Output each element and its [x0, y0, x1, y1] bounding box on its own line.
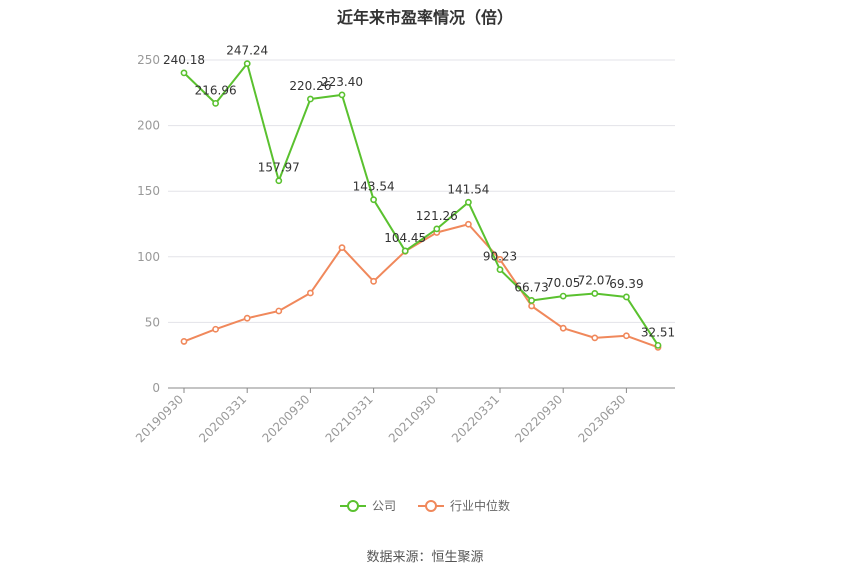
y-tick-label-250: 250 [137, 53, 160, 67]
series-0-point-2 [243, 60, 251, 68]
series-0-point-5 [338, 91, 346, 99]
x-tick-label-20200331: 20200331 [196, 392, 249, 445]
legend-swatch-industry-median [418, 499, 444, 513]
series-0-point-10 [496, 266, 504, 274]
series-layer [180, 60, 662, 351]
legend-label-company: 公司 [371, 499, 396, 513]
y-tick-label-200: 200 [137, 119, 160, 133]
x-tick-label-20210930: 20210930 [386, 392, 439, 445]
y-tick-label-100: 100 [137, 250, 160, 264]
series-1-point-2 [243, 314, 251, 322]
data-label-10: 90.23 [483, 250, 517, 264]
series-0-point-3 [275, 177, 283, 185]
legend: 公司 行业中位数 [0, 497, 850, 514]
series-0-point-4 [306, 95, 314, 103]
data-label-5: 223.40 [321, 75, 363, 89]
data-label-2: 247.24 [226, 44, 268, 58]
data-label-4: 220.26 [289, 79, 331, 93]
series-1-point-6 [370, 277, 377, 285]
series-0-point-0 [180, 69, 188, 77]
y-tick-label-150: 150 [137, 184, 160, 198]
grid-layer [168, 59, 675, 323]
data-label-11: 66.73 [514, 280, 548, 294]
x-tick-label-20220331: 20220331 [449, 392, 502, 445]
series-1-point-14 [623, 332, 630, 340]
x-tick-label-20200930: 20200930 [259, 392, 312, 445]
series-1-point-0 [180, 338, 188, 345]
series-1-point-9 [464, 220, 472, 228]
y-tick-label-50: 50 [145, 315, 160, 329]
data-label-12: 70.05 [546, 276, 580, 290]
data-label-8: 121.26 [416, 209, 458, 223]
y-tick-label-0: 0 [152, 381, 160, 395]
legend-label-industry-median: 行业中位数 [450, 499, 511, 513]
series-1-point-12 [559, 324, 567, 332]
x-tick-label-20210331: 20210331 [323, 392, 376, 445]
x-tick-label-20190930: 20190930 [133, 392, 186, 445]
data-label-7: 104.45 [384, 231, 426, 245]
series-1-point-4 [306, 289, 314, 297]
data-label-0: 240.18 [163, 53, 205, 67]
series-0-point-15 [654, 341, 662, 349]
data-label-1: 216.96 [195, 83, 237, 97]
chart-title: 近年来市盈率情况（倍） [336, 8, 513, 27]
data-label-9: 141.54 [447, 182, 489, 196]
data-label-3: 157.97 [258, 161, 300, 175]
series-line-1 [183, 223, 659, 349]
series-1-point-11 [528, 302, 535, 310]
data-label-14: 69.39 [609, 277, 643, 291]
series-1-point-1 [212, 325, 219, 333]
series-line-0 [183, 62, 659, 346]
legend-item-industry-median[interactable]: 行业中位数 [418, 497, 510, 514]
series-0-point-7 [401, 247, 409, 255]
series-1-point-13 [591, 334, 599, 342]
source-note: 数据来源：恒生聚源 [366, 550, 484, 565]
series-0-point-9 [464, 198, 472, 206]
x-tick-label-20220930: 20220930 [512, 392, 565, 445]
series-1-point-5 [338, 244, 346, 252]
series-0-point-13 [591, 290, 599, 297]
series-0-point-8 [433, 225, 441, 233]
legend-swatch-company [339, 499, 366, 513]
series-0-point-6 [370, 196, 377, 204]
legend-item-company[interactable]: 公司 [339, 497, 396, 514]
data-label-6: 143.54 [353, 180, 395, 194]
data-label-13: 72.07 [578, 273, 612, 287]
series-1-point-3 [275, 307, 283, 315]
series-0-point-12 [559, 292, 567, 300]
data-label-15: 32.51 [641, 325, 675, 339]
series-0-point-1 [212, 99, 219, 107]
series-1-point-10 [496, 256, 504, 263]
series-0-point-11 [528, 297, 535, 304]
x-tick-label-20230630: 20230630 [575, 392, 628, 445]
series-0-point-14 [623, 293, 630, 301]
